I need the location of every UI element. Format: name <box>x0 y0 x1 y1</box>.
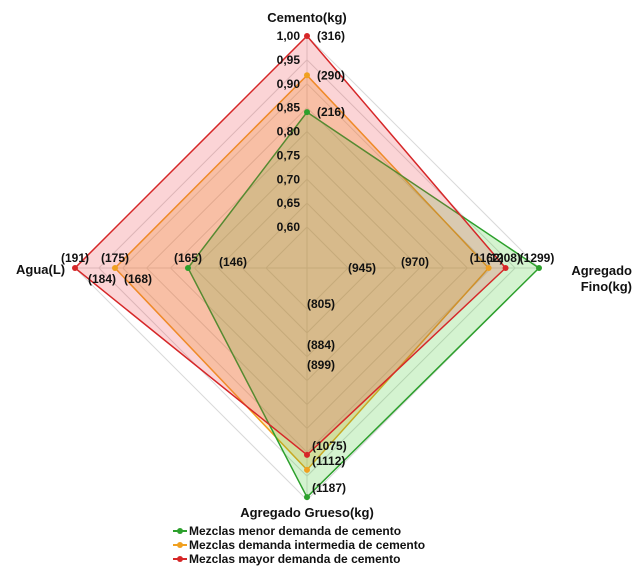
chart-legend: Mezclas menor demanda de cemento Mezclas… <box>173 524 425 566</box>
radar-series <box>72 33 542 501</box>
legend-marker-green <box>173 528 187 534</box>
value-label: (884) <box>307 338 335 352</box>
value-label: (1208) <box>486 251 521 265</box>
value-label: (165) <box>174 251 202 265</box>
axis-title: Agregado Grueso(kg) <box>240 505 374 520</box>
tick-label: 0,65 <box>277 196 301 210</box>
value-label: (1299) <box>520 251 555 265</box>
tick-label: 0,60 <box>277 220 301 234</box>
value-label: (1075) <box>312 439 347 453</box>
value-label: (1162) <box>470 251 504 265</box>
axis-title: Cemento(kg) <box>267 10 346 25</box>
value-label: (899) <box>307 358 335 372</box>
value-label: (1112) <box>312 454 345 468</box>
value-label: (805) <box>307 297 335 311</box>
value-label: (175) <box>101 251 129 265</box>
value-label: (191) <box>61 251 89 265</box>
legend-label-intermedia: Mezclas demanda intermedia de cemento <box>189 538 426 552</box>
legend-marker-red <box>173 556 187 562</box>
series-point <box>304 109 310 116</box>
value-label: (1187) <box>312 481 346 495</box>
series-point <box>304 33 310 39</box>
value-label: (168) <box>124 272 152 286</box>
legend-label-mayor: Mezclas mayor demanda de cemento <box>189 552 401 566</box>
tick-label: 0,95 <box>277 53 301 67</box>
series-point <box>485 265 492 271</box>
series-point <box>502 265 509 271</box>
series-point <box>536 265 542 271</box>
value-label: (316) <box>317 29 345 43</box>
legend-item-mayor: Mezclas mayor demanda de cemento <box>173 552 425 566</box>
series-area <box>73 34 507 456</box>
legend-marker-orange <box>173 542 187 548</box>
value-label: (184) <box>88 272 116 286</box>
series-point <box>304 451 310 458</box>
series-point <box>304 466 310 473</box>
tick-label: 0,80 <box>277 125 301 139</box>
axis-title: Fino(kg) <box>581 279 632 294</box>
series-point <box>72 265 78 271</box>
tick-label: 0,90 <box>277 77 301 91</box>
radar-labels: 0,60 0,65 0,70 0,75 0,80 0,85 0,90 0,95 1,00 Ceme… <box>16 10 632 520</box>
tick-label: 0,75 <box>277 148 301 162</box>
axis-title: Agregado <box>571 263 632 278</box>
axis-title: Agua(L) <box>16 262 65 277</box>
value-label: (146) <box>219 255 247 269</box>
series-point <box>304 494 310 501</box>
value-label: (945) <box>348 261 376 275</box>
value-label: (290) <box>317 68 345 82</box>
tick-label: 0,85 <box>277 101 301 115</box>
value-label: (970) <box>401 255 429 269</box>
tick-label: 0,70 <box>277 172 301 186</box>
tick-label: 1,00 <box>277 29 301 43</box>
legend-item-menor: Mezclas menor demanda de cemento <box>173 524 425 538</box>
legend-label-menor: Mezclas menor demanda de cemento <box>189 524 402 538</box>
legend-item-intermedia: Mezclas demanda intermedia de cemento <box>173 538 425 552</box>
series-point <box>184 265 191 271</box>
series-point <box>112 265 119 271</box>
series-point <box>304 72 310 79</box>
value-label: (216) <box>317 105 345 119</box>
